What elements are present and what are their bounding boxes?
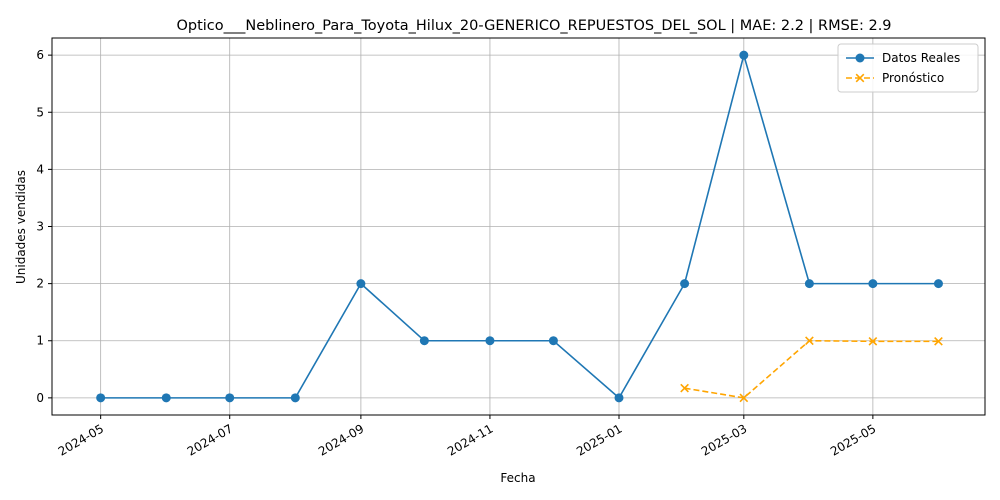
data-point bbox=[614, 393, 624, 403]
chart-title: Optico___Neblinero_Para_Toyota_Hilux_20-… bbox=[176, 18, 891, 34]
y-axis-label: Unidades vendidas bbox=[14, 170, 28, 284]
legend-label: Datos Reales bbox=[882, 51, 960, 65]
x-tick-label: 2024-05 bbox=[56, 421, 106, 458]
y-tick-label: 2 bbox=[36, 277, 44, 291]
data-point bbox=[290, 393, 300, 403]
data-point bbox=[356, 279, 366, 289]
data-point bbox=[680, 383, 689, 393]
data-point bbox=[739, 50, 749, 60]
legend-box bbox=[837, 43, 979, 93]
y-tick-label: 6 bbox=[36, 48, 44, 62]
x-axis-label: Fecha bbox=[500, 471, 535, 485]
data-point bbox=[680, 279, 690, 289]
data-point bbox=[804, 279, 814, 289]
x-tick-label: 2025-03 bbox=[699, 421, 749, 458]
legend: Datos Reales Pronóstico bbox=[837, 43, 979, 93]
legend-item: Datos Reales bbox=[846, 51, 960, 65]
series-datos-reales bbox=[96, 50, 943, 403]
series-layer bbox=[96, 50, 943, 403]
x-axis-ticks: 2024-05 2024-07 2024-09 2024-11 2025-01 2025-… bbox=[56, 415, 878, 459]
legend-marker bbox=[855, 73, 865, 83]
x-tick-label: 2024-07 bbox=[185, 421, 235, 458]
series-pronostico bbox=[680, 336, 943, 403]
y-tick-label: 0 bbox=[36, 391, 44, 405]
x-tick-label: 2024-11 bbox=[445, 421, 495, 458]
data-point bbox=[868, 279, 878, 289]
legend-item: Pronóstico bbox=[846, 71, 944, 85]
x-tick-label: 2025-05 bbox=[828, 421, 878, 458]
series-line bbox=[684, 339, 939, 399]
data-point bbox=[548, 336, 558, 346]
y-axis-ticks: 0 1 2 3 4 5 6 bbox=[36, 48, 52, 405]
legend-marker bbox=[855, 53, 865, 63]
y-tick-label: 1 bbox=[36, 334, 44, 348]
data-point bbox=[96, 393, 106, 403]
x-tick-label: 2025-01 bbox=[574, 421, 624, 458]
legend-label: Pronóstico bbox=[882, 71, 944, 85]
data-point bbox=[805, 336, 814, 346]
grid bbox=[52, 38, 985, 415]
data-point bbox=[934, 336, 943, 346]
data-point bbox=[419, 336, 429, 346]
data-point bbox=[739, 393, 749, 403]
series-line bbox=[100, 52, 939, 400]
data-point bbox=[225, 393, 235, 403]
x-tick-label: 2024-09 bbox=[316, 421, 366, 458]
y-tick-label: 4 bbox=[36, 162, 44, 176]
y-tick-label: 3 bbox=[36, 220, 44, 234]
data-point bbox=[485, 336, 495, 346]
y-tick-label: 5 bbox=[36, 105, 44, 119]
data-point bbox=[933, 279, 943, 289]
data-point bbox=[868, 336, 878, 346]
data-point bbox=[161, 393, 171, 403]
